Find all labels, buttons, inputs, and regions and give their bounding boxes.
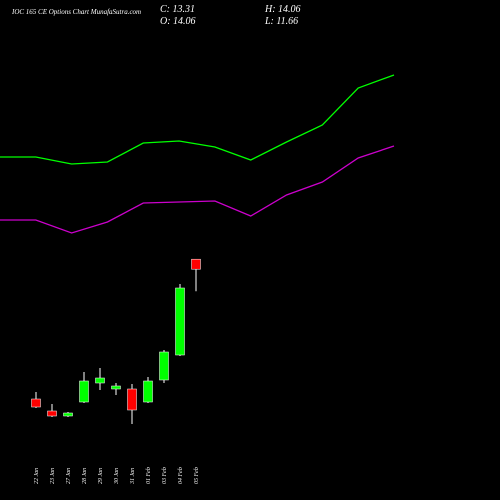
candle-body	[31, 398, 41, 408]
x-tick-label: 28 Jan	[82, 468, 88, 484]
header-open: O: 14.06	[160, 16, 196, 27]
candle-body	[127, 388, 137, 411]
candle-body	[191, 258, 201, 270]
indicator-line	[0, 74, 395, 165]
x-tick-label: 22 Jan	[34, 468, 40, 484]
x-tick-label: 03 Feb	[162, 467, 168, 484]
header-low: L: 11.66	[264, 16, 298, 27]
header-close: C: 13.31	[160, 4, 195, 15]
candle-body	[47, 410, 57, 417]
x-tick-label: 23 Jan	[50, 468, 56, 484]
x-tick-label: 04 Feb	[177, 467, 184, 484]
candle-body	[63, 412, 73, 417]
candle-body	[175, 287, 185, 356]
indicator-line	[0, 145, 395, 234]
x-tick-label: 01 Feb	[146, 467, 152, 484]
x-tick-label: 30 Jan	[114, 468, 120, 485]
candle-body	[111, 385, 121, 390]
x-tick-label: 05 Feb	[194, 467, 200, 484]
candle-body	[143, 380, 153, 403]
x-tick-label: 31 Jan	[130, 468, 136, 485]
x-tick-label: 27 Jan	[66, 468, 72, 484]
candle-body	[79, 380, 89, 403]
candle-body	[159, 351, 169, 381]
header-high: H: 14.06	[264, 4, 301, 15]
x-tick-label: 29 Jan	[98, 468, 104, 484]
chart-title: IOC 165 CE Options Chart MunafaSutra.com	[11, 8, 141, 16]
candle-body	[95, 377, 105, 384]
